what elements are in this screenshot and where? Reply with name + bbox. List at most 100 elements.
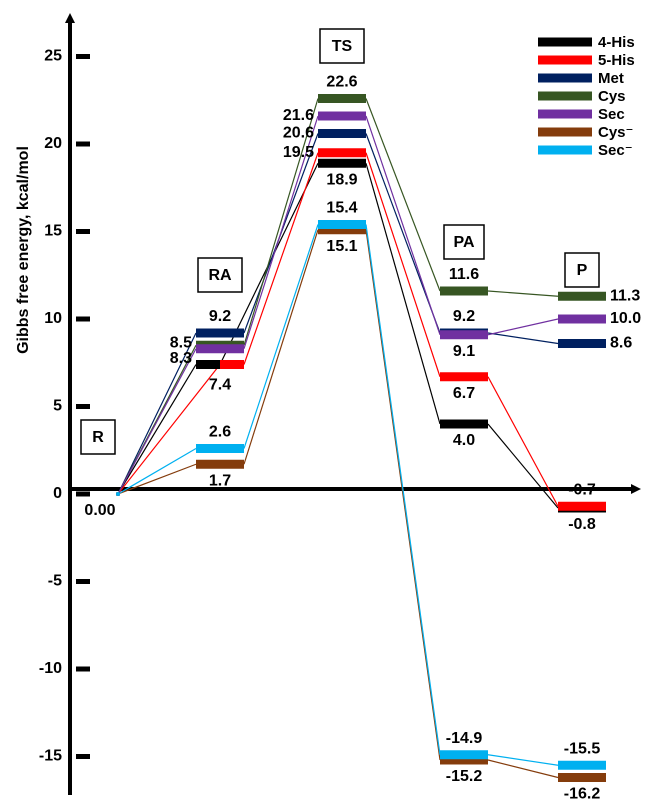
- level-bar: [558, 291, 606, 301]
- y-tick-label: 20: [44, 135, 62, 152]
- level-bar: [440, 750, 488, 760]
- level-bar: [196, 444, 244, 453]
- connector: [365, 98, 441, 292]
- legend-label: Cys⁻: [598, 124, 633, 141]
- stage-box: [80, 419, 116, 455]
- stage-box: [197, 257, 243, 293]
- value-label: -15.5: [564, 740, 601, 757]
- level-bar: [196, 360, 220, 369]
- value-label: 22.6: [326, 74, 357, 91]
- value-label: 19.5: [283, 144, 314, 161]
- legend-swatch: [538, 127, 592, 137]
- level-bar: [220, 360, 244, 369]
- connector: [243, 224, 319, 449]
- value-label: 0.00: [84, 502, 115, 519]
- value-label: -16.2: [564, 786, 601, 802]
- y-tick-label: 0: [53, 485, 62, 502]
- connector: [365, 115, 441, 335]
- value-label: 15.4: [326, 200, 357, 217]
- y-tick-label: -15: [39, 748, 62, 765]
- connector: [117, 348, 197, 495]
- value-label: 1.7: [209, 472, 231, 489]
- connector: [487, 318, 559, 336]
- level-bar: [558, 773, 606, 782]
- connector: [243, 98, 319, 346]
- value-label: 9.2: [209, 308, 231, 325]
- connector: [117, 463, 197, 495]
- value-label: 7.4: [209, 377, 231, 394]
- legend-swatch: [538, 37, 592, 47]
- stage-label: RA: [208, 267, 232, 284]
- connector: [117, 364, 221, 495]
- value-label: 6.7: [453, 385, 475, 402]
- value-label: 21.6: [283, 107, 314, 124]
- legend-label: 5-His: [598, 52, 635, 69]
- level-bar: [440, 330, 488, 340]
- connector: [117, 364, 197, 495]
- value-label: 11.6: [449, 266, 479, 283]
- stage-label: R: [92, 429, 104, 446]
- level-bar: [440, 419, 488, 429]
- level-bar: [318, 225, 366, 235]
- value-label: -14.9: [446, 730, 483, 747]
- value-label: 8.6: [610, 335, 632, 352]
- value-label: -0.7: [568, 481, 596, 498]
- connector: [365, 152, 441, 377]
- level-bar: [196, 344, 244, 354]
- y-tick-label: -10: [39, 660, 62, 677]
- legend-swatch: [538, 109, 592, 119]
- level-bar: [440, 755, 488, 765]
- value-label: -15.2: [446, 768, 483, 785]
- stage-label: TS: [332, 38, 353, 55]
- level-bar: [318, 220, 366, 229]
- legend-swatch: [538, 145, 592, 155]
- legend-swatch: [538, 73, 592, 83]
- value-label: 8.3: [170, 350, 192, 367]
- legend-swatch: [538, 91, 592, 101]
- level-bar: [558, 760, 606, 770]
- level-bar: [440, 372, 488, 382]
- connector: [487, 332, 559, 345]
- connector: [243, 152, 319, 365]
- legend-label: Met: [598, 70, 624, 87]
- connector: [487, 754, 559, 766]
- connector: [487, 376, 559, 507]
- value-label: 4.0: [453, 432, 475, 449]
- level-bar: [440, 286, 488, 296]
- value-label: 18.9: [326, 171, 357, 188]
- level-bar: [558, 501, 606, 511]
- stage-box: [564, 252, 600, 288]
- connector: [243, 115, 319, 349]
- connector: [243, 229, 319, 465]
- stage-label: PA: [453, 234, 474, 251]
- value-label: 15.1: [326, 238, 357, 255]
- stage-label: P: [577, 262, 588, 279]
- legend-label: Sec: [598, 106, 625, 123]
- level-bar: [196, 459, 244, 469]
- y-tick-label: -5: [48, 573, 62, 590]
- level-bar: [318, 158, 366, 168]
- value-label: 9.1: [453, 343, 475, 360]
- connector: [487, 759, 559, 779]
- connector: [365, 163, 441, 425]
- value-label: 2.6: [209, 424, 231, 441]
- y-axis-title: Gibbs free energy, kcal/mol: [15, 146, 32, 354]
- level-bar: [196, 328, 244, 338]
- legend-swatch: [538, 55, 592, 65]
- legend-label: Sec⁻: [598, 142, 633, 159]
- value-label: 10.0: [610, 310, 641, 327]
- value-label: -0.8: [568, 516, 596, 533]
- level-bar: [318, 111, 366, 121]
- level-point: [116, 492, 120, 496]
- stage-box: [443, 224, 485, 260]
- connector: [487, 423, 559, 509]
- connector: [487, 290, 559, 297]
- value-label: 8.5: [170, 334, 192, 351]
- y-tick-label: 5: [53, 398, 62, 415]
- stage-box: [319, 28, 365, 64]
- connector: [117, 332, 197, 495]
- y-tick-label: 25: [44, 48, 62, 65]
- level-bar: [318, 129, 366, 138]
